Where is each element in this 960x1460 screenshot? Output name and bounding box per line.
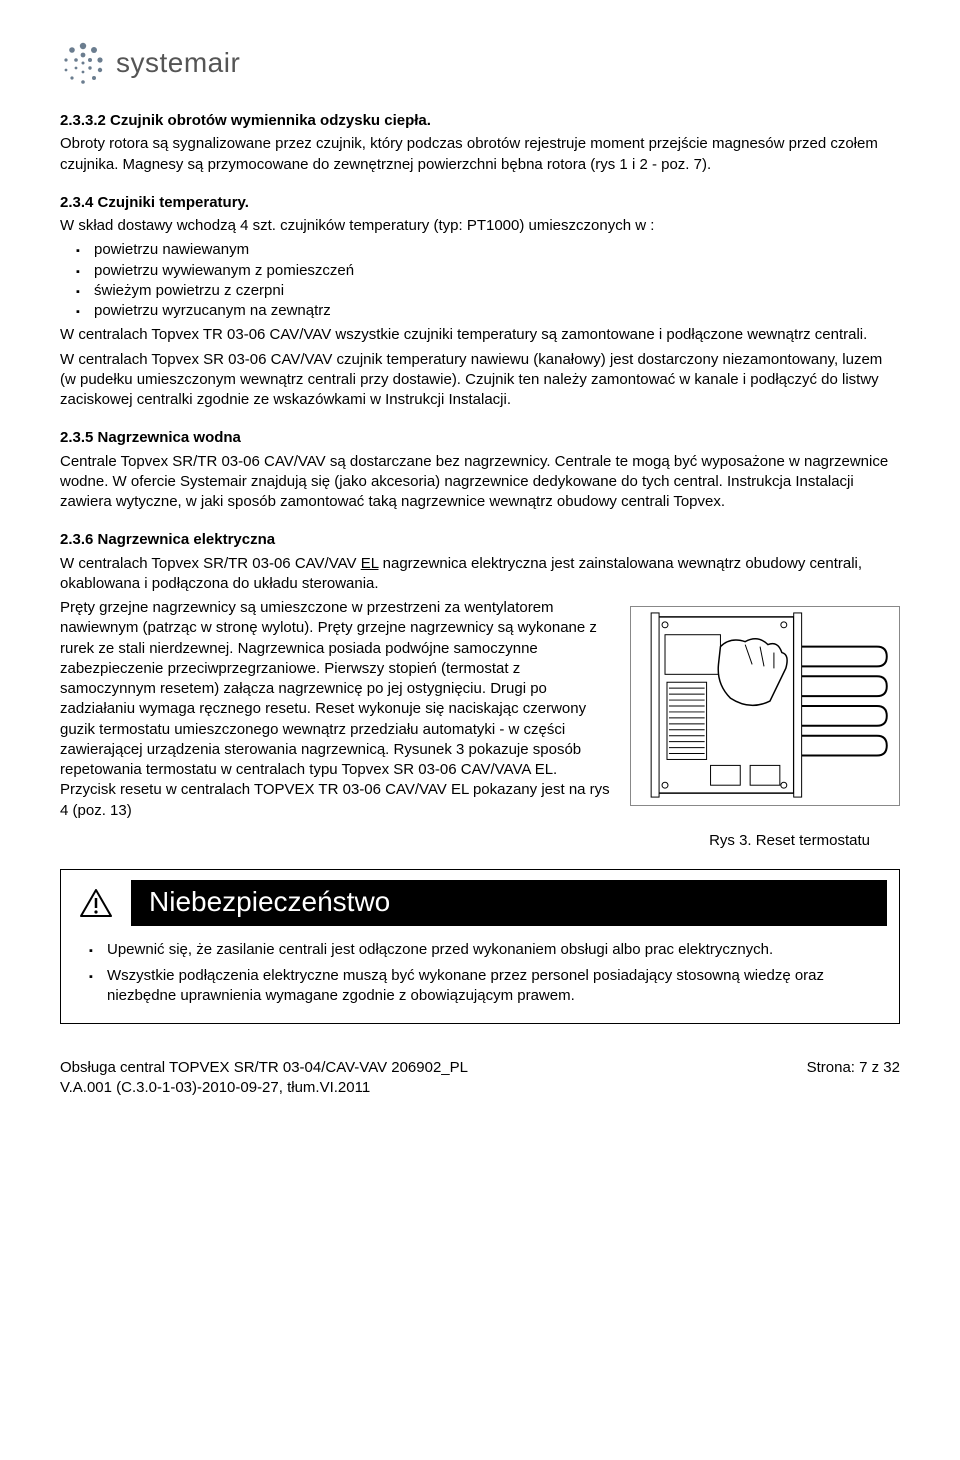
brand-logo: systemair — [60, 40, 900, 86]
figure-3 — [630, 606, 900, 806]
list-item: Wszystkie podłączenia elektryczne muszą … — [107, 966, 869, 1007]
page-number: Strona: 7 z 32 — [807, 1058, 900, 1099]
heading-2332: 2.3.3.2 Czujnik obrotów wymiennika odzys… — [60, 111, 900, 131]
list-item: powietrzu wyrzucanym na zewnątrz — [94, 301, 900, 321]
list-sensors: powietrzu nawiewanym powietrzu wywiewany… — [60, 240, 900, 321]
list-item: Upewnić się, że zasilanie centrali jest … — [107, 940, 869, 960]
para-234-3: W centralach Topvex SR 03-06 CAV/VAV czu… — [60, 350, 900, 411]
footer-line-2: V.A.001 (C.3.0-1-03)-2010-09-27, tłum.VI… — [60, 1078, 468, 1098]
page-footer: Obsługa central TOPVEX SR/TR 03-04/CAV-V… — [60, 1058, 900, 1099]
footer-line-1: Obsługa central TOPVEX SR/TR 03-04/CAV-V… — [60, 1058, 468, 1078]
brand-name: systemair — [116, 44, 240, 82]
heading-236: 2.3.6 Nagrzewnica elektryczna — [60, 530, 900, 550]
heading-235: 2.3.5 Nagrzewnica wodna — [60, 428, 900, 448]
figure-block: Pręty grzejne nagrzewnicy są umieszczone… — [60, 598, 900, 825]
danger-label: Niebezpieczeństwo — [131, 880, 887, 926]
figure-3-caption: Rys 3. Reset termostatu — [60, 831, 870, 851]
danger-list: Upewnić się, że zasilanie centrali jest … — [61, 932, 899, 1007]
danger-box: Niebezpieczeństwo Upewnić się, że zasila… — [60, 869, 900, 1024]
danger-header: Niebezpieczeństwo — [61, 870, 899, 932]
list-item: powietrzu wywiewanym z pomieszczeń — [94, 261, 900, 281]
list-item: powietrzu nawiewanym — [94, 240, 900, 260]
warning-icon — [79, 888, 113, 918]
heading-234: 2.3.4 Czujniki temperatury. — [60, 193, 900, 213]
para-236-1: W centralach Topvex SR/TR 03-06 CAV/VAV … — [60, 554, 900, 595]
text-el: EL — [361, 555, 379, 572]
list-item: świeżym powietrzu z czerpni — [94, 281, 900, 301]
text: W centralach Topvex SR/TR 03-06 CAV/VAV — [60, 555, 361, 572]
para-2332: Obroty rotora są sygnalizowane przez czu… — [60, 134, 900, 175]
para-235: Centrale Topvex SR/TR 03-06 CAV/VAV są d… — [60, 452, 900, 513]
para-234-2: W centralach Topvex TR 03-06 CAV/VAV wsz… — [60, 325, 900, 345]
para-234-intro: W skład dostawy wchodzą 4 szt. czujników… — [60, 216, 900, 236]
logo-icon — [60, 40, 106, 86]
